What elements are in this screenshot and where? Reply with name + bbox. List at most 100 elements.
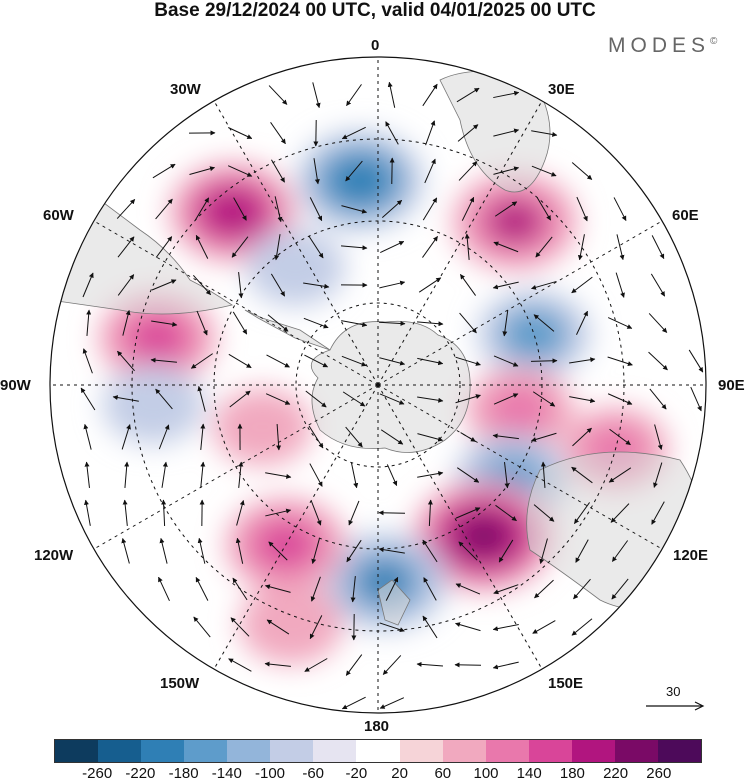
colorbar-swatch <box>657 740 701 762</box>
wind-arrow <box>416 661 444 667</box>
wind-arrow <box>308 425 324 449</box>
lon-label-0: 0 <box>371 37 380 54</box>
meridian-line <box>93 220 379 386</box>
colorbar-swatch <box>528 740 572 762</box>
colorbar-tick-label: -100 <box>254 765 286 782</box>
wind-arrow <box>386 464 398 487</box>
wind-arrow <box>385 121 399 145</box>
anomaly-blob <box>212 388 313 466</box>
wind-arrow <box>417 357 444 366</box>
wind-arrow <box>151 279 177 291</box>
colorbar-swatch <box>55 740 99 762</box>
wind-arrow <box>576 196 588 222</box>
latitude-circle <box>295 302 461 468</box>
meridian-line <box>377 100 543 386</box>
wind-arrow <box>155 236 173 258</box>
lon-label-60w: 60W <box>43 207 74 224</box>
wind-arrow <box>385 576 399 601</box>
wind-arrow <box>350 462 359 489</box>
wind-arrow <box>341 205 368 214</box>
wind-arrow <box>607 393 633 405</box>
wind-arrow <box>648 313 668 333</box>
wind-arrow <box>83 423 92 450</box>
meridian-line <box>93 384 379 550</box>
wind-arrow <box>651 501 665 525</box>
wind-arrow <box>195 576 209 601</box>
anomaly-blob <box>122 380 184 429</box>
meridian-line <box>213 100 379 386</box>
anomaly-blob <box>259 599 323 649</box>
anomaly-blob <box>460 517 508 555</box>
colorbar-swatch <box>98 740 142 762</box>
new-zealand <box>377 579 411 626</box>
wind-arrow <box>151 320 178 327</box>
wind-arrow <box>502 310 509 337</box>
colorbar-tick-label: 220 <box>603 765 629 782</box>
wind-arrow <box>341 245 368 251</box>
wind-arrow <box>422 197 438 221</box>
wind-arrow <box>534 579 554 599</box>
wind-arrow <box>276 423 282 451</box>
wind-arrow <box>303 282 330 289</box>
wind-arrow <box>117 236 135 258</box>
wind-arrow <box>425 120 436 146</box>
wind-arrow <box>461 196 475 221</box>
wind-arrow <box>268 85 288 105</box>
wind-arrow <box>341 355 367 367</box>
wind-arrow <box>228 127 253 139</box>
colorbar-tick-label: 260 <box>646 765 672 782</box>
wind-arrow <box>417 471 444 478</box>
wind-arrow <box>197 537 206 564</box>
wind-arrow <box>345 160 363 182</box>
meridian-line <box>377 220 663 386</box>
wind-arrow <box>457 124 479 142</box>
brand-mark: © <box>710 36 718 47</box>
wind-arrow <box>309 197 323 222</box>
wind-arrow <box>231 236 249 258</box>
wind-arrow <box>539 538 548 565</box>
wind-arrow <box>611 540 629 562</box>
wind-arrow <box>492 623 519 632</box>
colorbar-swatch <box>313 740 357 762</box>
wind-arrow <box>117 350 135 372</box>
wind-arrow <box>504 462 510 489</box>
wind-arrow <box>460 432 476 442</box>
wind-arrow <box>235 537 244 564</box>
wind-arrow <box>531 280 557 290</box>
wind-arrow <box>238 461 244 488</box>
wind-arrow <box>653 462 663 488</box>
wind-arrow <box>270 273 286 297</box>
wind-arrow <box>379 280 406 289</box>
wind-arrow <box>122 499 128 526</box>
anomaly-blob <box>486 384 552 436</box>
wind-arrow <box>571 276 593 294</box>
wind-arrow <box>82 348 93 374</box>
wind-arrow <box>417 433 444 442</box>
polar-map <box>49 56 707 714</box>
wind-arrow <box>607 356 633 366</box>
wind-arrow <box>86 309 92 336</box>
colorbar-tick-label: -180 <box>168 765 199 782</box>
wind-arrow <box>159 537 168 564</box>
wind-arrow <box>271 159 285 183</box>
wind-arrow <box>387 81 396 108</box>
wind-arrow <box>688 349 704 373</box>
wind-arrow <box>341 696 366 710</box>
wind-arrow <box>227 165 253 177</box>
wind-arrow <box>422 83 438 107</box>
wind-arrow <box>654 424 663 451</box>
wind-arrow <box>264 584 291 593</box>
wind-arrow <box>572 427 592 447</box>
wind-arrow <box>573 578 591 600</box>
wind-arrow <box>158 576 170 602</box>
colorbar-tick-label: 180 <box>559 765 585 782</box>
wind-arrow <box>310 500 322 526</box>
colorbar-tick-label: 20 <box>391 765 408 782</box>
wind-arrow <box>265 508 292 517</box>
wind-arrow <box>155 198 173 220</box>
wind-arrow <box>493 393 519 405</box>
wind-arrow <box>424 158 436 184</box>
wind-arrow <box>150 357 177 363</box>
wind-arrow <box>498 539 514 563</box>
wind-arrow <box>232 311 248 335</box>
